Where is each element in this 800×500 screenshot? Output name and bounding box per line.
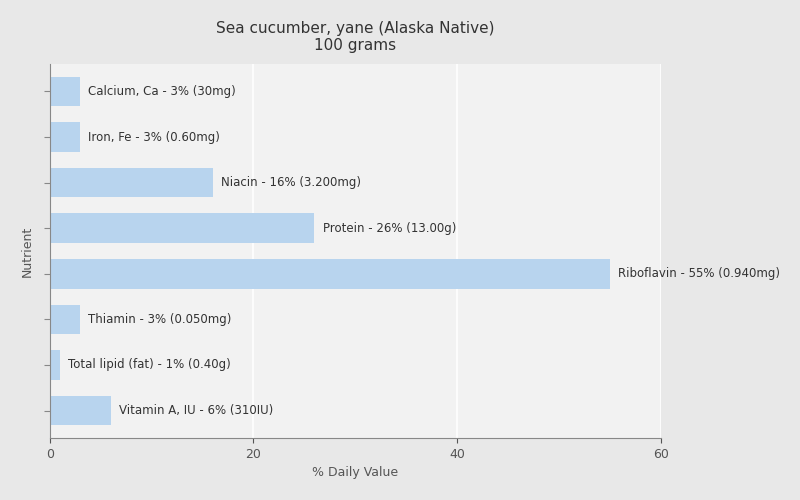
Text: Vitamin A, IU - 6% (310IU): Vitamin A, IU - 6% (310IU) xyxy=(119,404,274,417)
X-axis label: % Daily Value: % Daily Value xyxy=(312,466,398,479)
Bar xyxy=(50,122,80,152)
Bar xyxy=(50,304,80,334)
Text: Protein - 26% (13.00g): Protein - 26% (13.00g) xyxy=(322,222,456,234)
Text: Riboflavin - 55% (0.940mg): Riboflavin - 55% (0.940mg) xyxy=(618,268,780,280)
Bar xyxy=(50,168,213,198)
Bar xyxy=(50,396,111,426)
Bar xyxy=(50,76,80,106)
Y-axis label: Nutrient: Nutrient xyxy=(21,226,34,276)
Text: Niacin - 16% (3.200mg): Niacin - 16% (3.200mg) xyxy=(221,176,361,189)
Text: Total lipid (fat) - 1% (0.40g): Total lipid (fat) - 1% (0.40g) xyxy=(68,358,231,372)
Text: Thiamin - 3% (0.050mg): Thiamin - 3% (0.050mg) xyxy=(89,313,232,326)
Bar xyxy=(50,214,314,243)
Bar xyxy=(50,350,60,380)
Text: Iron, Fe - 3% (0.60mg): Iron, Fe - 3% (0.60mg) xyxy=(89,130,220,143)
Text: Calcium, Ca - 3% (30mg): Calcium, Ca - 3% (30mg) xyxy=(89,85,236,98)
Bar xyxy=(50,259,610,288)
Title: Sea cucumber, yane (Alaska Native)
100 grams: Sea cucumber, yane (Alaska Native) 100 g… xyxy=(216,21,494,53)
